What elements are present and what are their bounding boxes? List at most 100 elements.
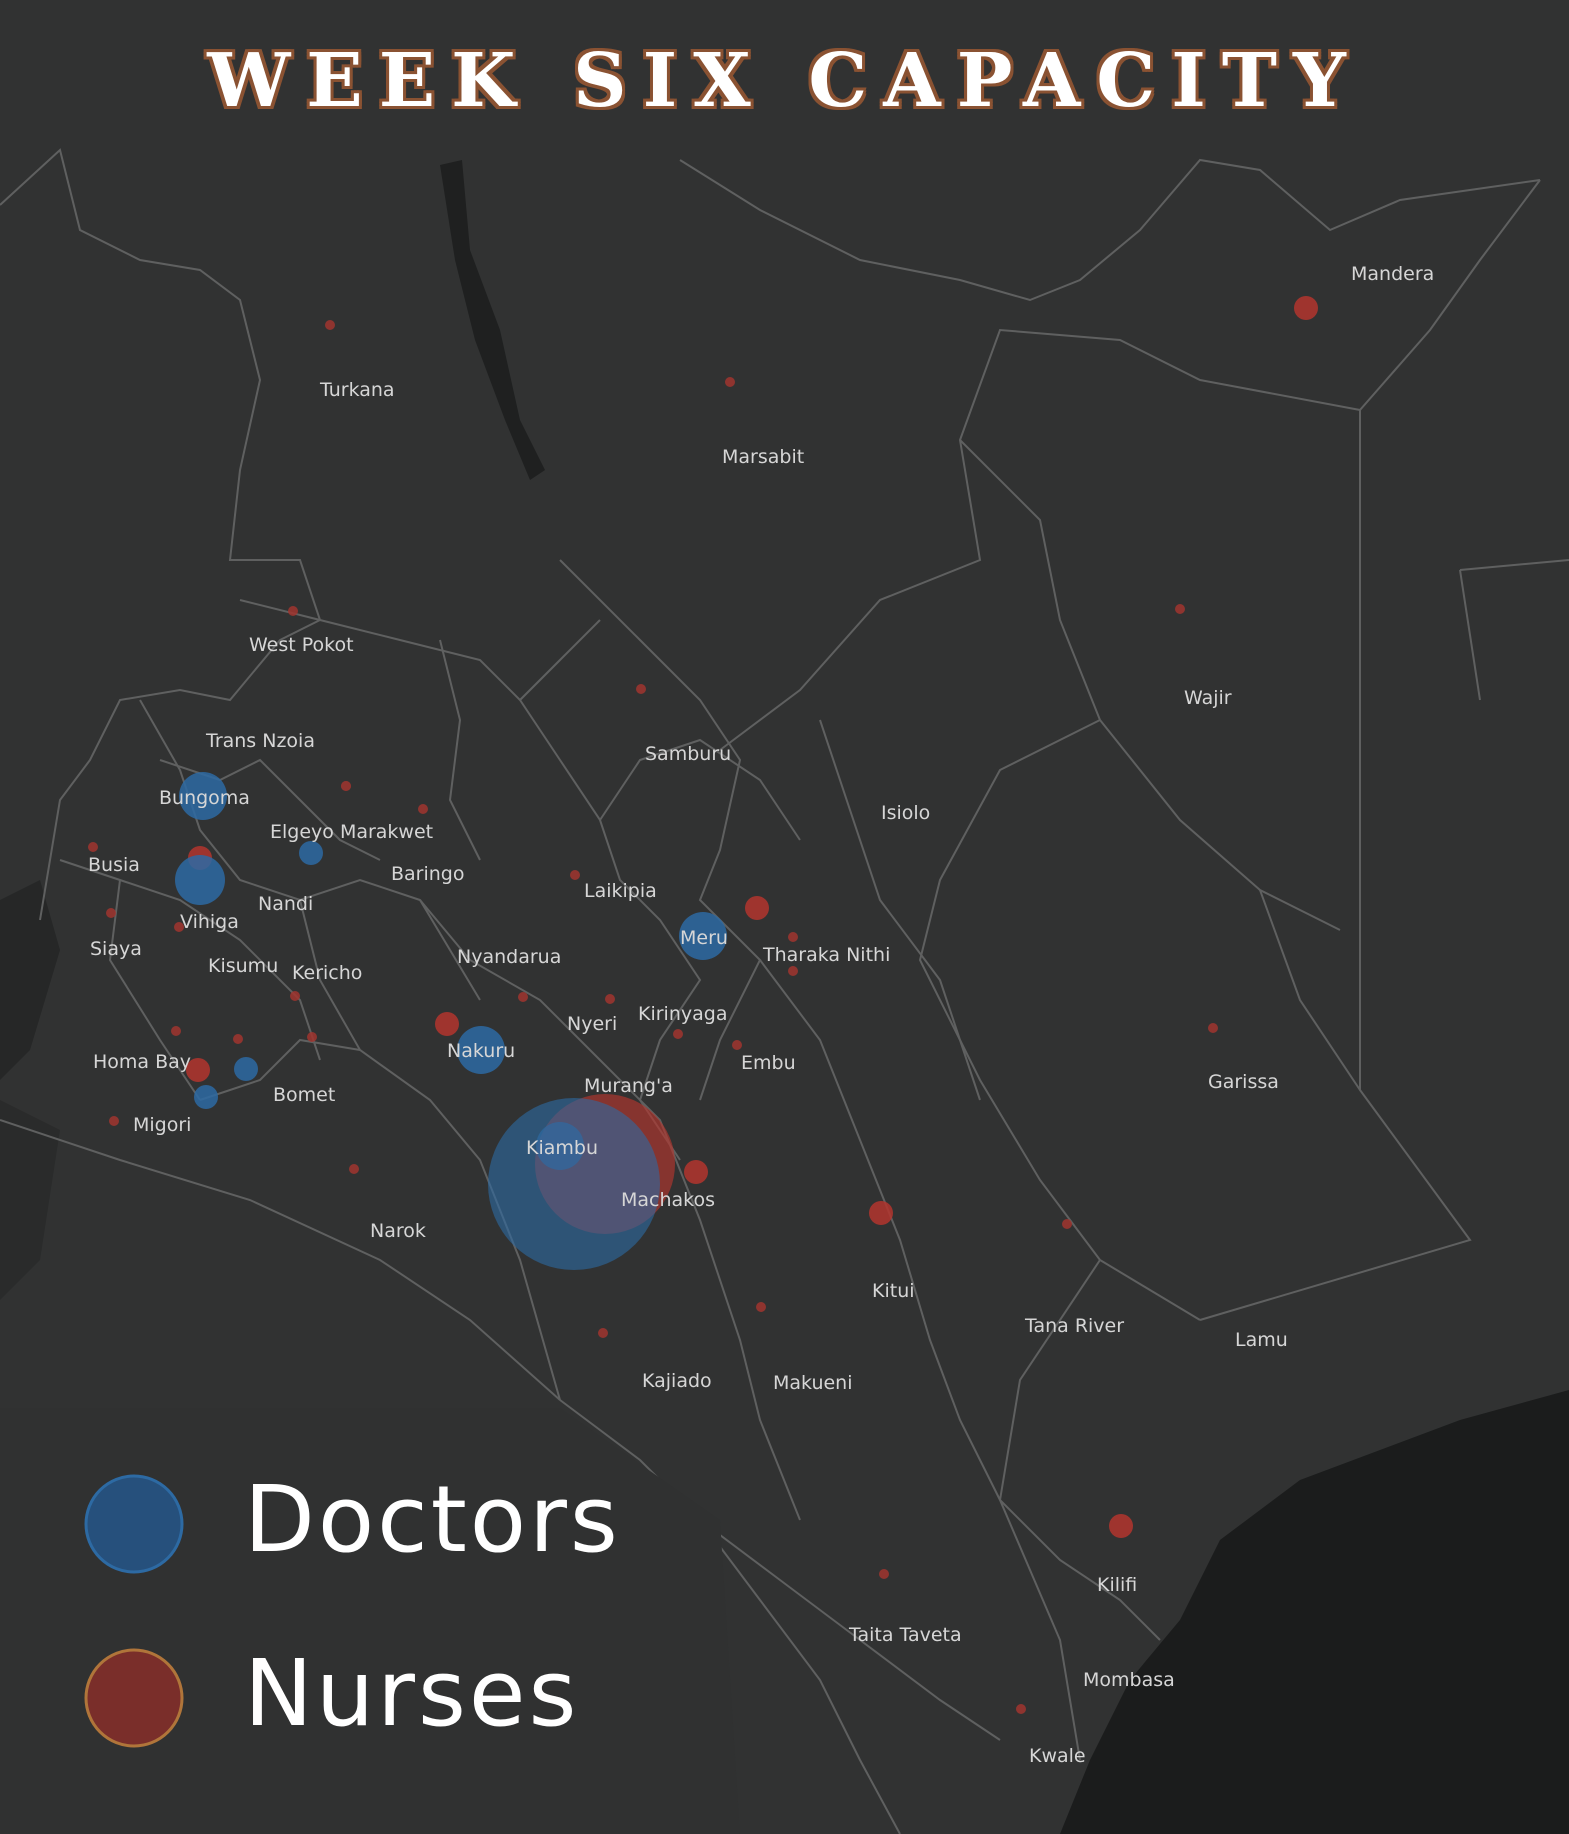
nurse-dot (1208, 1023, 1218, 1033)
doctor-circle-homa-bay (234, 1057, 258, 1081)
county-label-meru: Meru (680, 927, 728, 949)
county-label-elgeyo-marakwet: Elgeyo Marakwet (270, 821, 433, 843)
nurse-dot (788, 932, 798, 942)
doctor-circle-elgeyo (299, 841, 323, 865)
county-borders (0, 148, 1569, 1834)
county-label-kilifi: Kilifi (1097, 1574, 1137, 1596)
county-label-kirinyaga: Kirinyaga (638, 1003, 727, 1025)
nurse-dot (879, 1569, 889, 1579)
county-label-muranga: Murang'a (584, 1075, 673, 1097)
county-label-mombasa: Mombasa (1083, 1669, 1175, 1691)
county-label-trans-nzoia: Trans Nzoia (205, 730, 315, 752)
legend-backdrop (0, 1408, 740, 1834)
county-label-migori: Migori (133, 1114, 191, 1136)
county-label-busia: Busia (88, 854, 140, 876)
nurse-dot (174, 922, 184, 932)
county-label-kitui: Kitui (872, 1280, 915, 1302)
doctor-circles (175, 772, 727, 1109)
legend-nurses-label: Nurses (244, 1640, 580, 1747)
legend-nurses-swatch (84, 1648, 184, 1748)
county-label-marsabit: Marsabit (722, 446, 804, 468)
nurse-circle-meru (745, 896, 769, 920)
lake-victoria (0, 880, 60, 1080)
county-label-machakos: Machakos (621, 1189, 715, 1211)
county-label-bomet: Bomet (273, 1084, 335, 1106)
county-label-laikipia: Laikipia (584, 880, 657, 902)
doctor-circle-vihiga (175, 855, 225, 905)
nurse-dot (673, 1029, 683, 1039)
nurse-dot (788, 966, 798, 976)
county-label-makueni: Makueni (773, 1372, 853, 1394)
county-label-vihiga: Vihiga (180, 911, 239, 933)
county-label-nyeri: Nyeri (567, 1013, 617, 1035)
nurse-dots-small (88, 320, 1218, 1714)
doctor-circle-nakuru (457, 1026, 505, 1074)
page-title: WEEK SIX CAPACITY (207, 38, 1362, 124)
county-label-baringo: Baringo (391, 863, 465, 885)
nurse-dot (725, 377, 735, 387)
nurse-dot (636, 684, 646, 694)
nurse-dot (341, 781, 351, 791)
county-label-kwale: Kwale (1029, 1745, 1086, 1767)
county-label-samburu: Samburu (645, 743, 731, 765)
nurse-circle-kilifi (1109, 1514, 1133, 1538)
county-label-kericho: Kericho (292, 962, 362, 984)
nurse-circle-machakos (684, 1160, 708, 1184)
nurse-dot (418, 804, 428, 814)
county-label-nakuru: Nakuru (447, 1040, 515, 1062)
nurse-dot (288, 606, 298, 616)
county-label-narok: Narok (370, 1220, 426, 1242)
county-label-homa-bay: Homa Bay (93, 1051, 191, 1073)
county-label-lamu: Lamu (1235, 1329, 1288, 1351)
county-label-taita-taveta: Taita Taveta (848, 1624, 962, 1646)
county-label-embu: Embu (741, 1052, 796, 1074)
nurse-circles-medium (186, 296, 1318, 1538)
county-labels: Mandera Turkana Marsabit Wajir West Poko… (88, 263, 1434, 1767)
county-label-siaya: Siaya (90, 938, 142, 960)
nurse-dot (756, 1302, 766, 1312)
nurse-dot (325, 320, 335, 330)
legend-doctors-swatch (84, 1474, 184, 1574)
nurse-dot (233, 1034, 243, 1044)
county-label-mandera: Mandera (1351, 263, 1434, 285)
nurse-dot (349, 1164, 359, 1174)
county-label-wajir: Wajir (1184, 687, 1232, 709)
county-label-kajiado: Kajiado (642, 1370, 712, 1392)
county-label-tharaka-nithi: Tharaka Nithi (762, 944, 890, 966)
lake-turkana (440, 160, 545, 480)
nurse-dot (605, 994, 615, 1004)
nurse-dot (1175, 604, 1185, 614)
nurse-dot (171, 1026, 181, 1036)
county-label-kisumu: Kisumu (208, 955, 278, 977)
doctor-circle-kiambu (536, 1122, 584, 1170)
county-label-west-pokot: West Pokot (249, 634, 354, 656)
nurse-circle-nakuru (435, 1012, 459, 1036)
doctor-circle-nairobi (488, 1098, 660, 1270)
indian-ocean (1060, 1390, 1569, 1834)
doctor-circle-meru (679, 912, 727, 960)
county-label-kiambu: Kiambu (526, 1137, 598, 1159)
county-label-garissa: Garissa (1208, 1071, 1279, 1093)
nurse-dot (109, 1116, 119, 1126)
doctor-circle-bungoma (179, 772, 227, 820)
nurse-dot (1062, 1219, 1072, 1229)
county-label-bungoma: Bungoma (159, 787, 250, 809)
doctor-circle-migori (194, 1085, 218, 1109)
nurse-dot (307, 1032, 317, 1042)
nurse-circle-mandera (1294, 296, 1318, 320)
nurse-dot (106, 908, 116, 918)
western-shadow (0, 1100, 60, 1300)
nurse-circle-homa-bay (186, 1058, 210, 1082)
county-label-nandi: Nandi (258, 893, 313, 915)
nurse-dot (570, 870, 580, 880)
nurse-circle-kitui (869, 1201, 893, 1225)
county-label-tana-river: Tana River (1024, 1315, 1124, 1337)
nurse-dot (88, 842, 98, 852)
legend-doctors-label: Doctors (244, 1466, 621, 1573)
nurse-dot (290, 991, 300, 1001)
nurse-dot (598, 1328, 608, 1338)
nurse-dot (518, 992, 528, 1002)
county-label-turkana: Turkana (319, 379, 395, 401)
